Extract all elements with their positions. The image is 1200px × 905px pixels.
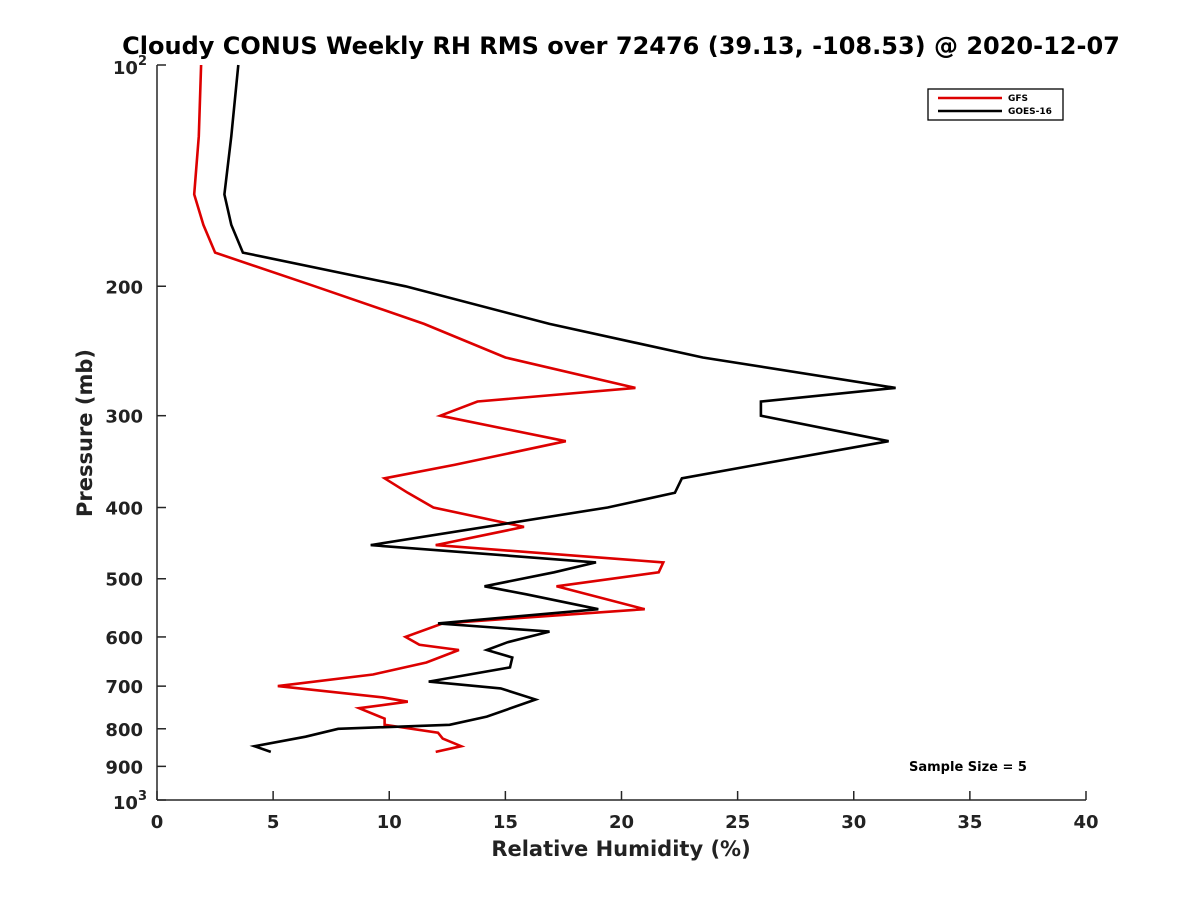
x-tick-label: 0: [151, 812, 164, 833]
series-layer: [192, 64, 896, 754]
x-tick-label: 10: [377, 812, 402, 833]
x-tick-label: 25: [725, 812, 750, 833]
y-tick-label: 300: [105, 407, 143, 428]
legend: GFS GOES-16: [927, 88, 1064, 121]
y-tick-label: 200: [105, 277, 143, 298]
legend-label-gfs: GFS: [1008, 94, 1028, 104]
y-tick-label: 103: [113, 789, 147, 814]
x-tick-label: 30: [841, 812, 866, 833]
series-line-goes-16: [223, 64, 896, 754]
y-tick-label: 600: [105, 628, 143, 649]
x-tick-label: 35: [957, 812, 982, 833]
sample-size-annotation: Sample Size = 5: [909, 760, 1027, 775]
y-axis: 102 200 300 400 500 600 700 800 900 103: [105, 54, 166, 814]
chart-title: Cloudy CONUS Weekly RH RMS over 72476 (3…: [122, 32, 1120, 60]
x-tick-label: 20: [609, 812, 634, 833]
x-axis: 0 5 10 15 20 25 30 35 40: [151, 791, 1099, 833]
y-tick-label: 400: [105, 499, 143, 520]
plot-area: [156, 65, 1086, 801]
series-line-gfs: [192, 64, 666, 754]
x-tick-label: 5: [267, 812, 280, 833]
legend-label-goes-16: GOES-16: [1008, 107, 1052, 117]
x-tick-label: 40: [1073, 812, 1098, 833]
legend-box: [927, 88, 1064, 121]
y-tick-label: 900: [105, 757, 143, 778]
y-tick-label: 500: [105, 570, 143, 591]
y-tick-label: 800: [105, 720, 143, 741]
y-tick-label: 102: [113, 54, 147, 79]
x-tick-label: 15: [493, 812, 518, 833]
y-axis-label: Pressure (mb): [73, 349, 97, 517]
x-axis-label: Relative Humidity (%): [491, 837, 750, 861]
y-tick-label: 700: [105, 677, 143, 698]
